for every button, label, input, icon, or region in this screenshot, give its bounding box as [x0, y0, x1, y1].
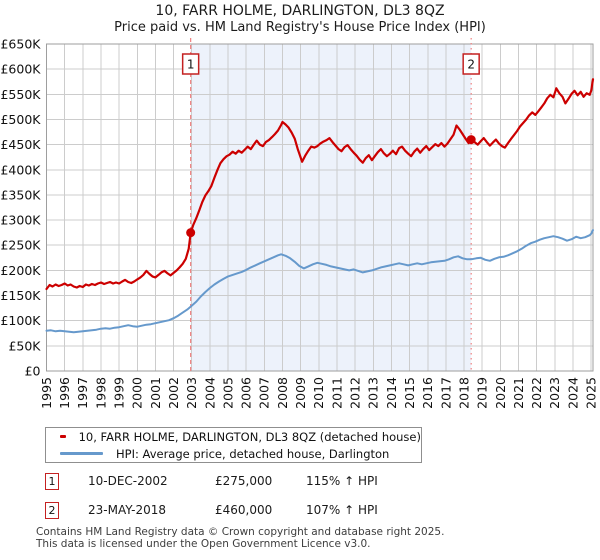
- plot-border: [46, 43, 594, 372]
- svg-text:1995: 1995: [39, 377, 54, 409]
- chart-legend: 10, FARR HOLME, DARLINGTON, DL3 8QZ (det…: [45, 427, 422, 463]
- svg-text:2024: 2024: [565, 377, 580, 409]
- svg-text:2015: 2015: [402, 377, 417, 409]
- license-footer: Contains HM Land Registry data © Crown c…: [36, 526, 445, 550]
- svg-text:£150K: £150K: [0, 288, 41, 303]
- svg-text:2022: 2022: [529, 377, 544, 409]
- hpi-average-line: [45, 229, 594, 334]
- svg-text:2023: 2023: [547, 377, 562, 409]
- license-line-2: This data is licensed under the Open Gov…: [36, 537, 371, 550]
- svg-text:£550K: £550K: [0, 87, 41, 102]
- svg-text:£400K: £400K: [0, 162, 41, 177]
- sale-2-flag: 2: [462, 53, 480, 75]
- page-subtitle: Price paid vs. HM Land Registry's House …: [114, 20, 486, 35]
- svg-text:2: 2: [467, 58, 475, 72]
- svg-text:2001: 2001: [148, 377, 163, 409]
- sale-1-hpi-comparison: 115% ↑ HPI: [306, 474, 378, 488]
- legend-item-hpi: HPI: Average price, detached house, Darl…: [46, 447, 421, 461]
- svg-text:£0: £0: [25, 364, 41, 379]
- svg-text:£600K: £600K: [0, 62, 41, 77]
- svg-text:2021: 2021: [511, 377, 526, 409]
- svg-text:1996: 1996: [57, 377, 72, 409]
- ownership-shaded-region: [190, 44, 472, 371]
- svg-text:1997: 1997: [75, 377, 90, 409]
- price-history-chart: £0 £50K £100K £150K £200K £250K £300K £350K £400…: [0, 37, 599, 409]
- legend-label-hpi: HPI: Average price, detached house, Darl…: [116, 446, 390, 461]
- svg-text:2002: 2002: [166, 377, 181, 409]
- legend-item-property: 10, FARR HOLME, DARLINGTON, DL3 8QZ (det…: [46, 430, 421, 444]
- sale-annotation-row-2: 2 23-MAY-2018 £460,000 107% ↑ HPI: [0, 502, 600, 520]
- x-axis-labels: 1995 1996 1997 1998 1999 2000 2001 2002 2003 2004…: [39, 377, 599, 409]
- sale-2-date: 23-MAY-2018: [88, 503, 167, 517]
- svg-text:2020: 2020: [493, 377, 508, 409]
- svg-text:2007: 2007: [257, 377, 272, 409]
- svg-text:1: 1: [187, 58, 195, 72]
- svg-text:£350K: £350K: [0, 187, 41, 202]
- svg-text:£450K: £450K: [0, 137, 41, 152]
- property-line-swatch: [60, 435, 66, 438]
- svg-text:£500K: £500K: [0, 112, 41, 127]
- sale-2-price: £460,000: [215, 503, 273, 517]
- svg-text:2012: 2012: [348, 377, 363, 409]
- svg-text:2009: 2009: [293, 377, 308, 409]
- sale-annotation-row-1: 1 10-DEC-2002 £275,000 115% ↑ HPI: [0, 473, 600, 491]
- svg-text:2004: 2004: [202, 377, 217, 409]
- svg-text:2003: 2003: [184, 377, 199, 409]
- svg-text:£250K: £250K: [0, 238, 41, 253]
- svg-text:2000: 2000: [130, 377, 145, 409]
- sale-marker-2-badge: 2: [45, 502, 59, 519]
- sale-1-date: 10-DEC-2002: [88, 474, 168, 488]
- svg-text:2010: 2010: [311, 377, 326, 409]
- svg-text:2013: 2013: [366, 377, 381, 409]
- page-title: 10, FARR HOLME, DARLINGTON, DL3 8QZ: [155, 3, 445, 19]
- svg-text:2016: 2016: [420, 377, 435, 409]
- svg-text:2008: 2008: [275, 377, 290, 409]
- svg-text:£200K: £200K: [0, 263, 41, 278]
- svg-text:2019: 2019: [475, 377, 490, 409]
- svg-text:2005: 2005: [220, 377, 235, 409]
- sale-2-point: [466, 135, 476, 145]
- svg-text:1999: 1999: [111, 377, 126, 409]
- sale-2-hpi-comparison: 107% ↑ HPI: [306, 503, 378, 517]
- sale-1-point: [186, 228, 196, 238]
- svg-text:2025: 2025: [584, 377, 599, 409]
- legend-label-property: 10, FARR HOLME, DARLINGTON, DL3 8QZ (det…: [78, 429, 421, 444]
- svg-text:2017: 2017: [438, 377, 453, 409]
- svg-text:1998: 1998: [93, 377, 108, 409]
- svg-text:£50K: £50K: [8, 338, 41, 353]
- svg-text:£650K: £650K: [0, 37, 41, 52]
- svg-text:£100K: £100K: [0, 313, 41, 328]
- svg-text:2018: 2018: [456, 377, 471, 409]
- license-line-1: Contains HM Land Registry data © Crown c…: [36, 526, 445, 538]
- svg-text:2014: 2014: [384, 377, 399, 409]
- hpi-line-swatch: [60, 452, 103, 455]
- y-axis-labels: £0 £50K £100K £150K £200K £250K £300K £350K £400…: [0, 37, 41, 379]
- sale-marker-1-badge: 1: [45, 473, 59, 490]
- svg-text:2011: 2011: [329, 377, 344, 409]
- gridlines: [46, 43, 593, 372]
- svg-text:£300K: £300K: [0, 213, 41, 228]
- svg-text:2006: 2006: [239, 377, 254, 409]
- sale-1-flag: 1: [181, 53, 200, 75]
- property-price-line: [45, 78, 595, 291]
- sale-1-price: £275,000: [215, 474, 273, 488]
